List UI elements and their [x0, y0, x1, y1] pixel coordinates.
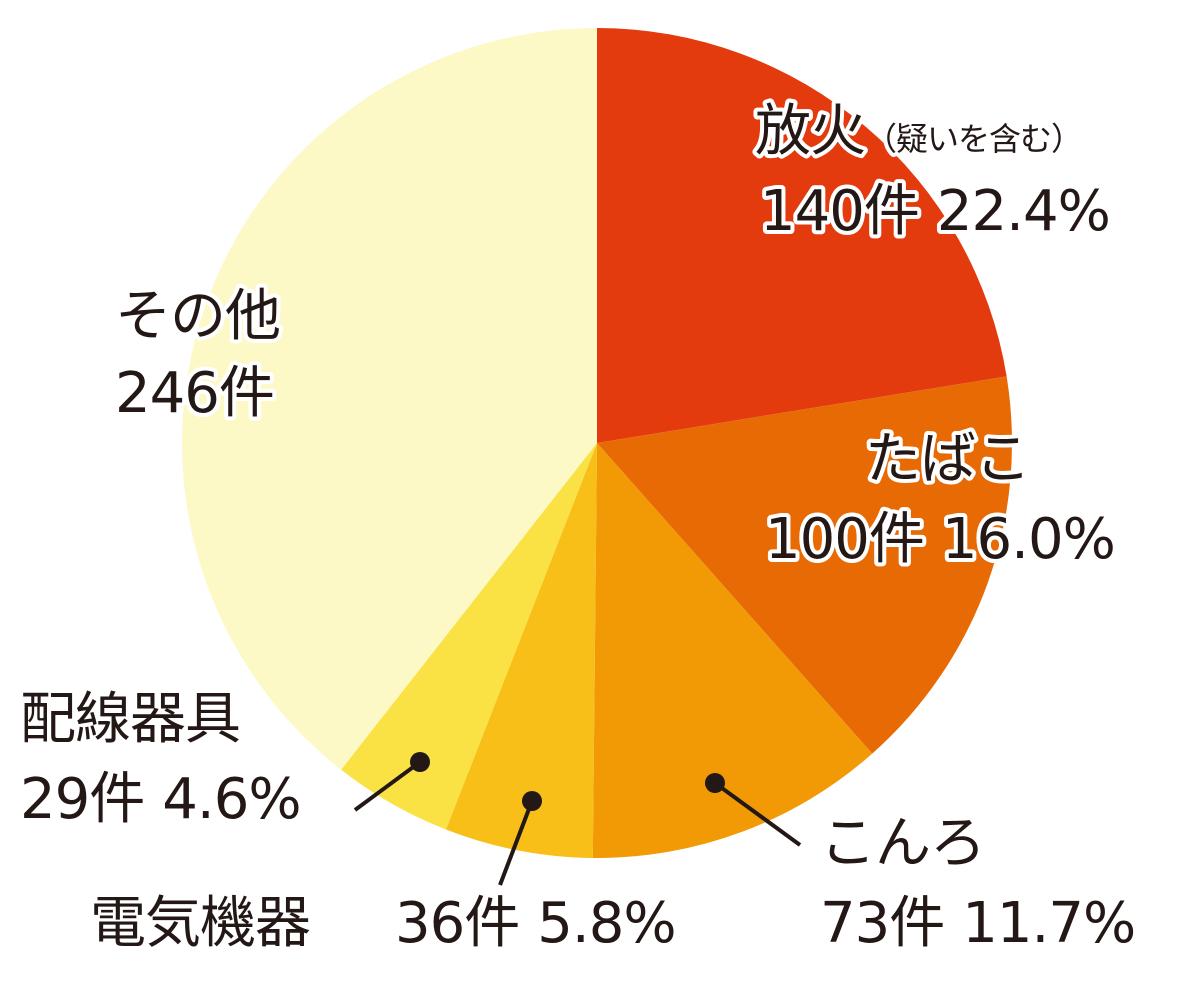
pie-slice — [597, 376, 1012, 754]
percent-label: 11.7% — [962, 891, 1135, 956]
leader-line — [498, 800, 534, 886]
percent-label: 16.0% — [942, 507, 1115, 572]
value-label: 36件 5.8% — [395, 891, 676, 956]
value-label: 100件 16.0% — [765, 507, 1115, 572]
value-label: 73件 11.7% — [820, 891, 1135, 956]
category-label: 放火 — [755, 99, 865, 164]
pie-slice — [182, 27, 597, 770]
slice-label: こんろ — [820, 811, 985, 876]
slice-label: たばこ — [865, 427, 1030, 492]
value-label: 246件 — [115, 361, 274, 426]
slice-label: 放火（疑いを含む） — [755, 99, 1082, 164]
slice-label: 電気機器 — [90, 891, 310, 956]
leader-dot — [410, 752, 430, 772]
percent-label: 4.6% — [162, 767, 300, 832]
category-label: こんろ — [820, 811, 985, 876]
count-label: 100件 — [765, 507, 924, 572]
category-label: 配線器具 — [20, 687, 240, 752]
slice-label: 配線器具 — [20, 687, 240, 752]
count-label: 29件 — [20, 767, 144, 832]
slice-label: その他 — [115, 284, 280, 349]
category-label: その他 — [115, 284, 280, 349]
category-label: たばこ — [865, 427, 1030, 492]
pie-slice — [592, 443, 873, 858]
annotation: （疑いを含む） — [865, 120, 1082, 158]
leader-dot — [522, 791, 542, 811]
category-label: 電気機器 — [90, 891, 310, 956]
value-label: 140件 22.4% — [760, 179, 1110, 244]
count-label: 73件 — [820, 891, 944, 956]
count-label: 36件 — [395, 891, 519, 956]
leader-line — [713, 781, 802, 847]
count-label: 246件 — [115, 361, 274, 426]
leader-dot — [705, 773, 725, 793]
leader-line — [353, 760, 422, 812]
pie-slice — [445, 443, 597, 858]
percent-label: 5.8% — [537, 891, 675, 956]
pie-slice — [597, 28, 1007, 443]
pie-slice — [341, 443, 597, 830]
value-label: 29件 4.6% — [20, 767, 301, 832]
percent-label: 22.4% — [937, 179, 1110, 244]
count-label: 140件 — [760, 179, 919, 244]
